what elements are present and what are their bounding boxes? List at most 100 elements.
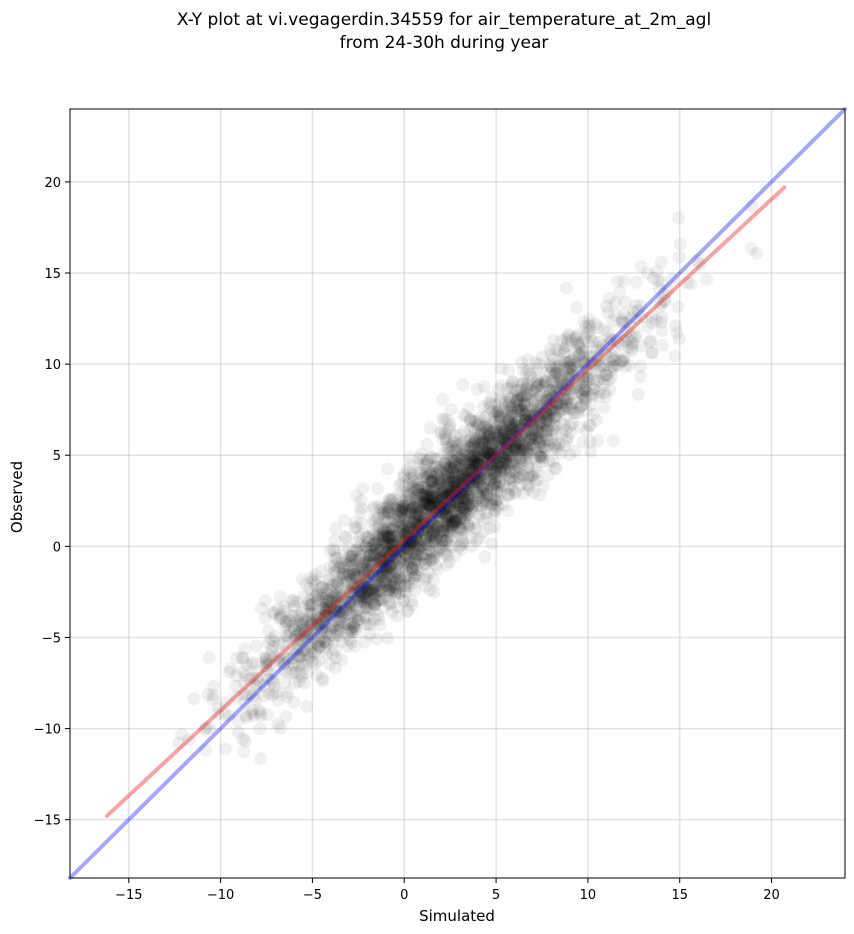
scatter-point	[466, 459, 480, 473]
scatter-point	[524, 429, 538, 443]
scatter-point	[472, 532, 486, 545]
scatter-point	[317, 616, 331, 630]
scatter-point	[333, 619, 347, 633]
scatter-point	[599, 390, 613, 403]
scatter-point	[529, 405, 543, 419]
scatter-point	[661, 284, 675, 297]
scatter-point	[378, 541, 392, 554]
scatter-point	[480, 482, 494, 496]
scatter-point	[236, 651, 249, 665]
scatter-point	[618, 315, 632, 329]
scatter-point	[478, 550, 492, 564]
scatter-point	[485, 458, 499, 472]
scatter-point	[398, 578, 412, 592]
scatter-point	[293, 649, 307, 663]
scatter-point	[589, 354, 603, 368]
scatter-point	[412, 524, 426, 538]
scatter-point	[481, 451, 495, 465]
scatter-point	[393, 586, 407, 600]
scatter-point	[454, 500, 468, 514]
scatter-point	[468, 436, 482, 450]
scatter-point	[393, 523, 407, 537]
scatter-point	[421, 495, 435, 509]
scatter-point	[554, 416, 568, 430]
scatter-point	[493, 466, 507, 480]
scatter-point	[431, 472, 445, 486]
scatter-point	[403, 515, 417, 529]
scatter-point	[356, 598, 370, 612]
scatter-point	[370, 572, 384, 586]
scatter-point	[407, 516, 421, 530]
scatter-point	[421, 524, 435, 538]
scatter-point	[515, 355, 529, 369]
scatter-point	[549, 366, 563, 379]
scatter-point	[544, 359, 558, 373]
scatter-point	[480, 433, 494, 447]
scatter-point	[408, 569, 422, 583]
scatter-point	[310, 610, 324, 624]
scatter-point	[400, 508, 414, 522]
scatter-point	[323, 572, 337, 586]
scatter-point	[582, 372, 596, 386]
scatter-point	[389, 576, 403, 590]
scatter-point	[446, 465, 460, 479]
scatter-point	[502, 404, 516, 418]
scatter-point	[504, 417, 518, 431]
scatter-point	[405, 565, 419, 579]
scatter-point	[543, 402, 557, 416]
scatter-point	[300, 666, 314, 680]
scatter-point	[455, 461, 469, 475]
scatter-point	[432, 520, 446, 534]
scatter-point	[441, 520, 455, 534]
scatter-point	[404, 532, 418, 546]
scatter-point	[384, 528, 397, 542]
scatter-point	[480, 467, 494, 481]
scatter-point	[497, 456, 511, 470]
scatter-point	[550, 390, 564, 404]
scatter-point	[391, 543, 405, 557]
scatter-point	[252, 703, 266, 717]
scatter-point	[482, 429, 496, 443]
scatter-point	[367, 581, 381, 595]
scatter-point	[466, 482, 479, 496]
scatter-point	[353, 589, 367, 603]
scatter-point	[519, 427, 533, 441]
scatter-point	[512, 447, 526, 461]
scatter-point	[356, 481, 370, 495]
scatter-point	[623, 318, 637, 332]
scatter-point	[435, 412, 449, 426]
scatter-point	[465, 531, 479, 544]
scatter-point	[218, 742, 232, 756]
scatter-point	[294, 633, 308, 647]
scatter-point	[472, 508, 486, 522]
scatter-point	[591, 385, 605, 399]
scatter-point	[523, 367, 537, 381]
scatter-point	[362, 567, 375, 581]
scatter-point	[545, 433, 559, 447]
scatter-point	[369, 582, 383, 596]
scatter-point	[384, 579, 398, 593]
scatter-point	[372, 499, 386, 513]
scatter-point	[411, 517, 424, 531]
scatter-point	[364, 583, 378, 597]
scatter-point	[594, 343, 608, 357]
scatter-point	[518, 433, 532, 447]
scatter-point	[562, 327, 575, 341]
scatter-point	[503, 454, 517, 468]
scatter-point	[359, 581, 373, 594]
scatter-point	[449, 511, 463, 525]
scatter-point	[371, 579, 385, 593]
scatter-point	[410, 547, 424, 561]
scatter-point	[484, 447, 498, 461]
scatter-point	[497, 462, 511, 476]
scatter-point	[499, 448, 513, 461]
scatter-point	[362, 577, 376, 590]
scatter-point	[518, 396, 531, 410]
scatter-point	[444, 474, 458, 488]
scatter-point	[574, 400, 587, 414]
scatter-point	[420, 489, 434, 503]
scatter-point	[483, 457, 497, 471]
scatter-point	[448, 475, 462, 489]
scatter-point	[522, 387, 535, 401]
scatter-point	[430, 511, 444, 525]
